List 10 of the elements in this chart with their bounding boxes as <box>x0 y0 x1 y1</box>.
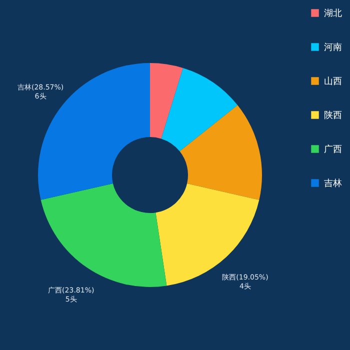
legend-label: 陕西 <box>324 110 342 121</box>
legend-label: 河南 <box>324 42 342 53</box>
legend-label: 湖北 <box>324 8 342 19</box>
donut-slice <box>40 183 167 287</box>
legend-label: 广西 <box>324 144 342 155</box>
legend-label: 吉林 <box>324 178 342 189</box>
legend-label: 山西 <box>324 76 342 87</box>
donut-slice <box>161 68 238 152</box>
donut-slice <box>150 63 184 139</box>
donut-slice <box>180 105 262 200</box>
